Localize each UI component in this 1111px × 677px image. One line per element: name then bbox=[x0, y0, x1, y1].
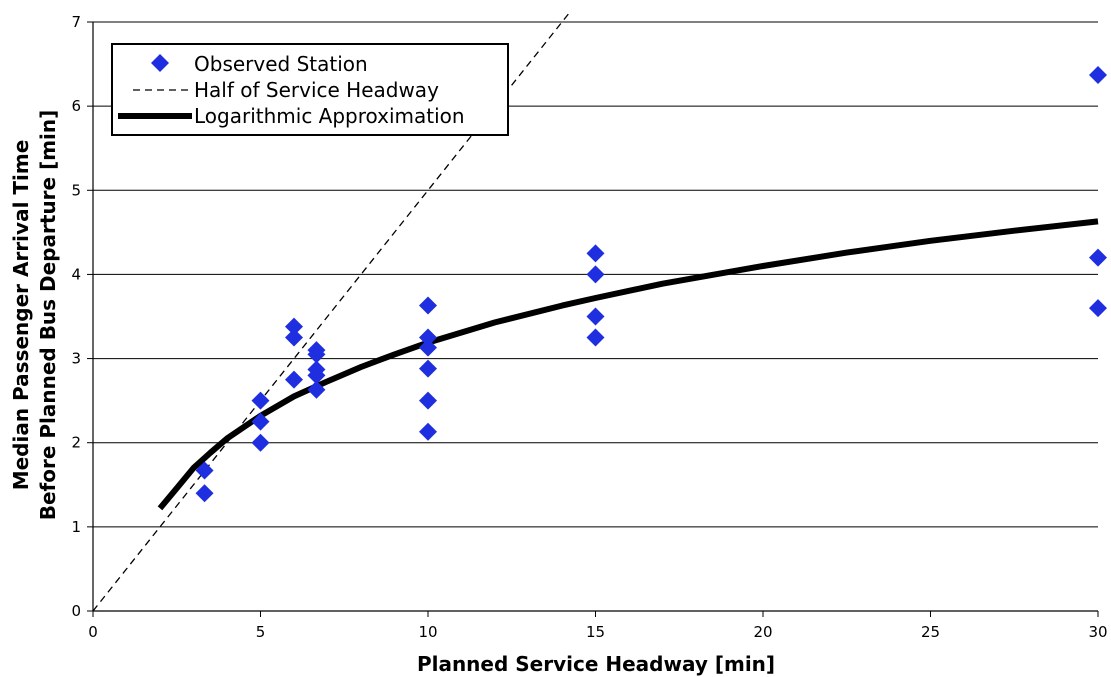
observed-station-point-24 bbox=[1089, 248, 1107, 267]
legend-box bbox=[111, 43, 509, 136]
observed-station-point-6 bbox=[285, 328, 303, 347]
observed-station-point-12 bbox=[307, 380, 326, 399]
observed-station-point-2 bbox=[251, 391, 270, 410]
observed-station-point-11 bbox=[307, 366, 326, 385]
y-tick-label-4: 4 bbox=[71, 265, 81, 283]
x-tick-label-3: 15 bbox=[586, 623, 605, 641]
observed-station-point-17 bbox=[419, 391, 437, 410]
legend-observed-station: Observed Station bbox=[194, 52, 368, 76]
y-axis-title-line-2: Before Planned Bus Departure [min] bbox=[36, 110, 60, 521]
y-tick-label-2: 2 bbox=[71, 434, 81, 452]
y-tick-label-5: 5 bbox=[71, 181, 81, 199]
legend-diamond-icon bbox=[151, 54, 169, 72]
observed-station-point-20 bbox=[586, 265, 605, 284]
observed-station-point-3 bbox=[251, 412, 270, 431]
observed-station-point-16 bbox=[419, 359, 437, 378]
y-tick-label-6: 6 bbox=[71, 97, 81, 115]
observed-station-point-23 bbox=[1089, 66, 1107, 85]
observed-station-point-9 bbox=[307, 345, 326, 364]
logarithmic-approximation-line bbox=[157, 218, 1099, 511]
y-axis-title-line-1: Median Passenger Arrival Time bbox=[9, 140, 33, 491]
y-tick-label-1: 1 bbox=[71, 518, 81, 536]
x-tick-labels: 0 5 10 15 20 25 30 bbox=[88, 623, 1107, 641]
observed-station-point-0 bbox=[195, 461, 214, 480]
x-tick-label-0: 0 bbox=[88, 623, 98, 641]
y-tick-labels: 0 1 2 3 4 5 6 7 bbox=[71, 13, 81, 620]
y-tick-label-0: 0 bbox=[71, 602, 81, 620]
x-axis-title: Planned Service Headway [min] bbox=[417, 652, 775, 676]
x-tick-label-5: 25 bbox=[921, 623, 940, 641]
observed-station-point-19 bbox=[586, 244, 605, 263]
observed-station-point-5 bbox=[285, 317, 303, 336]
x-tick-label-4: 20 bbox=[753, 623, 772, 641]
observed-station-point-25 bbox=[1089, 299, 1107, 318]
observed-station-point-18 bbox=[419, 422, 437, 441]
observed-station-point-1 bbox=[195, 484, 214, 503]
observed-station-point-15 bbox=[419, 338, 437, 357]
observed-station-point-7 bbox=[285, 370, 303, 389]
observed-station-point-21 bbox=[586, 307, 605, 326]
x-tick-label-1: 5 bbox=[256, 623, 266, 641]
observed-station-points bbox=[195, 66, 1107, 503]
axes bbox=[87, 21, 1099, 617]
observed-station-point-4 bbox=[251, 433, 270, 452]
observed-station-point-13 bbox=[419, 296, 437, 315]
observed-station-point-14 bbox=[419, 328, 437, 347]
observed-station-point-22 bbox=[586, 328, 605, 347]
x-tick-label-6: 30 bbox=[1088, 623, 1107, 641]
y-tick-label-3: 3 bbox=[71, 350, 81, 368]
y-tick-label-7: 7 bbox=[71, 13, 81, 31]
legend-log-approximation: Logarithmic Approximation bbox=[194, 104, 465, 128]
legend: Observed Station Half of Service Headway… bbox=[111, 43, 509, 136]
legend-half-headway: Half of Service Headway bbox=[194, 78, 439, 102]
x-tick-label-2: 10 bbox=[418, 623, 437, 641]
